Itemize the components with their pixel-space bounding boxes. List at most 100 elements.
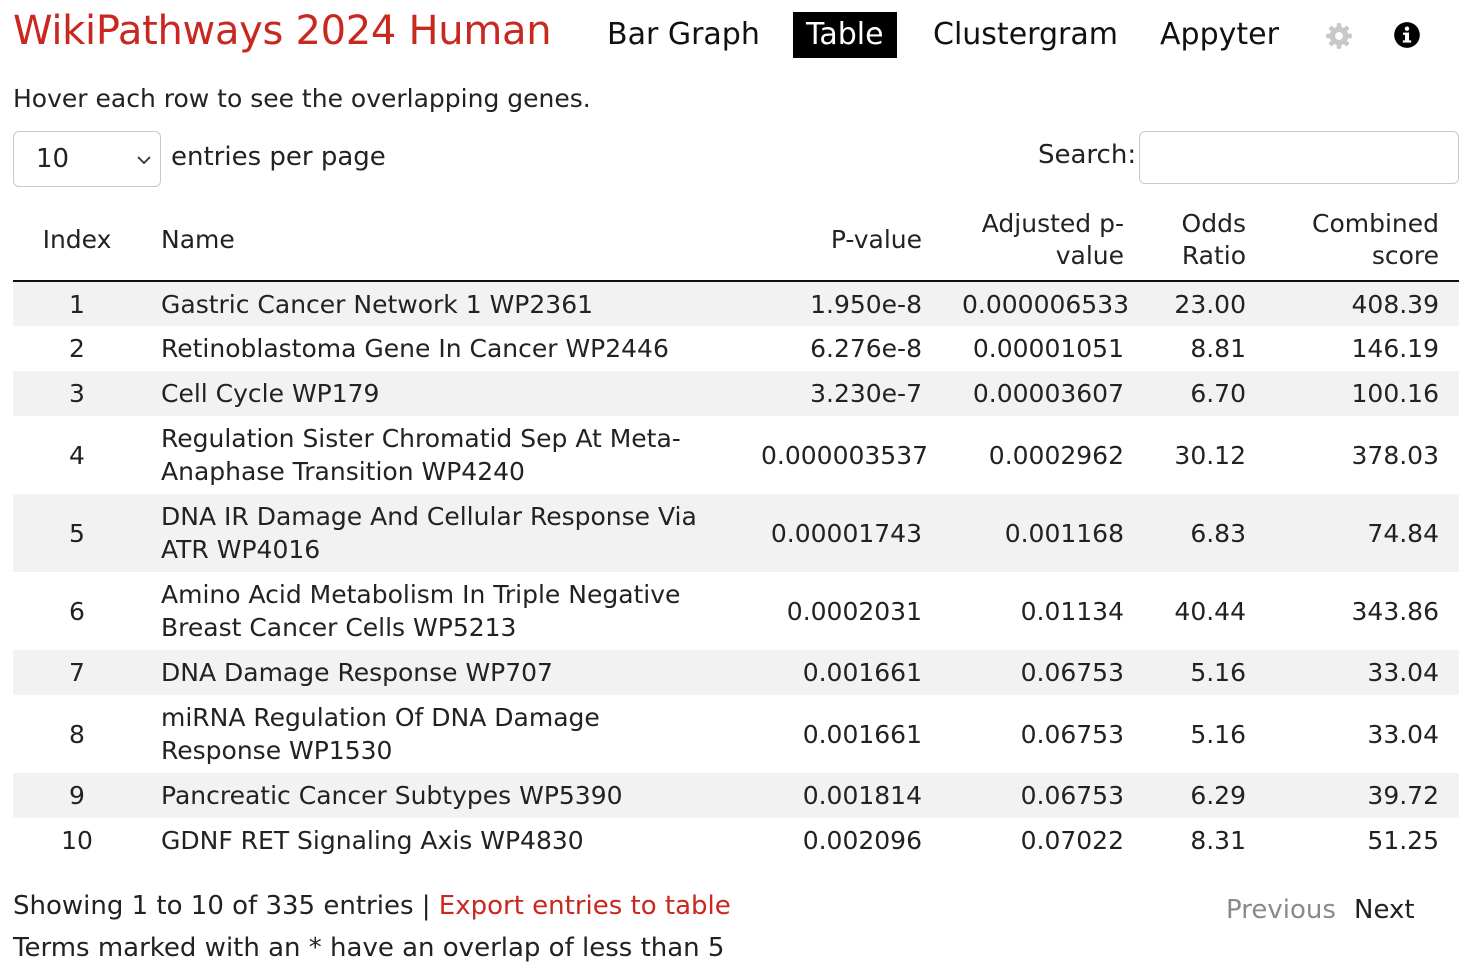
cell-p-value: 0.0002031 xyxy=(786,596,922,626)
table-body: 1 Gastric Cancer Network 1 WP2361 1.950e-8… xyxy=(13,281,1459,863)
results-table: Index Name P-value Adjusted p-value Odds… xyxy=(13,200,1459,863)
tab-table[interactable]: Table xyxy=(793,12,897,58)
cell-p-value: 1.950e-8 xyxy=(810,289,922,319)
overlap-note: Terms marked with an * have an overlap o… xyxy=(13,933,725,963)
pagination-next-button[interactable]: Next xyxy=(1354,895,1415,925)
cell-combined-score: 33.04 xyxy=(1367,719,1439,749)
cell-adjusted-p-value: 0.00003607 xyxy=(972,379,1124,408)
entries-per-page-label: entries per page xyxy=(171,142,386,172)
cell-combined-score: 33.04 xyxy=(1367,658,1439,687)
cell-p-value: 0.00001743 xyxy=(770,518,922,548)
column-header-p-value[interactable]: P-value xyxy=(741,200,942,282)
cell-name: Cell Cycle WP179 xyxy=(161,379,380,408)
cell-p-value: 0.002096 xyxy=(802,826,922,855)
cell-combined-score: 39.72 xyxy=(1367,781,1439,810)
cell-combined-score: 74.84 xyxy=(1367,518,1439,548)
cell-odds-ratio: 8.81 xyxy=(1190,334,1246,363)
cell-combined-score: 408.39 xyxy=(1351,289,1439,319)
entries-per-page-value: 10 xyxy=(36,144,70,174)
cell-name: Retinoblastoma Gene In Cancer WP2446 xyxy=(161,334,669,363)
cell-combined-score: 146.19 xyxy=(1351,334,1439,363)
table-row[interactable]: 7 DNA Damage Response WP707 0.001661 0.0675… xyxy=(13,650,1459,695)
cell-index: 8 xyxy=(69,719,85,749)
cell-index: 9 xyxy=(69,781,85,810)
cell-adjusted-p-value: 0.00001051 xyxy=(972,334,1124,363)
cell-index: 6 xyxy=(69,596,85,626)
cell-odds-ratio: 8.31 xyxy=(1190,826,1246,855)
cell-odds-ratio: 6.70 xyxy=(1190,379,1246,408)
cell-p-value: 0.001814 xyxy=(802,781,922,810)
tab-appyter[interactable]: Appyter xyxy=(1160,17,1279,52)
cell-name: GDNF RET Signaling Axis WP4830 xyxy=(161,826,584,855)
export-entries-link[interactable]: Export entries to table xyxy=(438,891,731,921)
chevron-down-icon xyxy=(137,156,151,165)
cell-name: miRNA Regulation Of DNA Damage Response … xyxy=(161,703,600,765)
info-icon[interactable] xyxy=(1393,21,1421,49)
table-header-row: Index Name P-value Adjusted p-value Odds… xyxy=(13,200,1459,282)
column-header-adjusted-p-value[interactable]: Adjusted p-value xyxy=(942,200,1144,282)
table-row[interactable]: 9 Pancreatic Cancer Subtypes WP5390 0.0018… xyxy=(13,773,1459,818)
cell-combined-score: 343.86 xyxy=(1351,596,1439,626)
cell-name: Regulation Sister Chromatid Sep At Meta-… xyxy=(161,424,681,486)
cell-name: Pancreatic Cancer Subtypes WP5390 xyxy=(161,781,623,810)
cell-index: 2 xyxy=(69,334,85,363)
column-header-odds-ratio[interactable]: Odds Ratio xyxy=(1144,200,1266,282)
cell-adjusted-p-value: 0.000006533 xyxy=(962,289,1130,319)
cell-p-value: 3.230e-7 xyxy=(810,379,922,408)
column-header-name[interactable]: Name xyxy=(141,200,741,282)
table-row[interactable]: 3 Cell Cycle WP179 3.230e-7 0.00003607 6.70 1… xyxy=(13,371,1459,416)
table-row[interactable]: 8 miRNA Regulation Of DNA Damage Response… xyxy=(13,695,1459,773)
search-input[interactable] xyxy=(1139,131,1459,184)
gear-icon[interactable] xyxy=(1325,22,1353,50)
search-label: Search: xyxy=(1038,140,1137,170)
cell-name: DNA Damage Response WP707 xyxy=(161,658,553,687)
cell-index: 1 xyxy=(69,289,85,319)
cell-odds-ratio: 6.29 xyxy=(1190,781,1246,810)
table-row[interactable]: 5 DNA IR Damage And Cellular Response Via… xyxy=(13,494,1459,572)
column-header-index[interactable]: Index xyxy=(13,200,141,282)
cell-adjusted-p-value: 0.01134 xyxy=(1020,596,1124,626)
hover-hint: Hover each row to see the overlapping ge… xyxy=(13,84,591,113)
table-row[interactable]: 4 Regulation Sister Chromatid Sep At Meta… xyxy=(13,416,1459,494)
cell-p-value: 0.000003537 xyxy=(761,440,929,470)
cell-adjusted-p-value: 0.06753 xyxy=(1020,781,1124,810)
column-header-combined-score[interactable]: Combined score xyxy=(1266,200,1459,282)
cell-adjusted-p-value: 0.07022 xyxy=(1020,826,1124,855)
cell-combined-score: 51.25 xyxy=(1367,826,1439,855)
cell-index: 3 xyxy=(69,379,85,408)
cell-index: 10 xyxy=(61,826,93,855)
cell-adjusted-p-value: 0.001168 xyxy=(1004,518,1124,548)
pagination-previous-button[interactable]: Previous xyxy=(1226,895,1336,925)
cell-p-value: 0.001661 xyxy=(802,658,922,687)
cell-odds-ratio: 23.00 xyxy=(1174,289,1246,319)
cell-odds-ratio: 30.12 xyxy=(1174,440,1246,470)
entries-count-text: Showing 1 to 10 of 335 entries xyxy=(13,891,414,921)
cell-adjusted-p-value: 0.06753 xyxy=(1020,719,1124,749)
info-separator: | xyxy=(413,891,439,921)
table-row[interactable]: 1 Gastric Cancer Network 1 WP2361 1.950e-8… xyxy=(13,281,1459,326)
entries-per-page-select[interactable]: 10 xyxy=(13,131,161,187)
table-row[interactable]: 2 Retinoblastoma Gene In Cancer WP2446 6.2… xyxy=(13,326,1459,371)
cell-index: 7 xyxy=(69,658,85,687)
cell-odds-ratio: 6.83 xyxy=(1190,518,1246,548)
cell-p-value: 0.001661 xyxy=(802,719,922,749)
cell-odds-ratio: 5.16 xyxy=(1190,719,1246,749)
cell-p-value: 6.276e-8 xyxy=(810,334,922,363)
cell-odds-ratio: 5.16 xyxy=(1190,658,1246,687)
cell-odds-ratio: 40.44 xyxy=(1174,596,1246,626)
table-row[interactable]: 6 Amino Acid Metabolism In Triple Negativ… xyxy=(13,572,1459,650)
cell-combined-score: 378.03 xyxy=(1351,440,1439,470)
tab-bar-graph[interactable]: Bar Graph xyxy=(607,17,760,52)
table-row[interactable]: 10 GDNF RET Signaling Axis WP4830 0.002096… xyxy=(13,818,1459,863)
cell-index: 5 xyxy=(69,518,85,548)
page-title: WikiPathways 2024 Human xyxy=(13,8,552,54)
cell-combined-score: 100.16 xyxy=(1351,379,1439,408)
table-info: Showing 1 to 10 of 335 entries | Export … xyxy=(13,891,731,921)
cell-adjusted-p-value: 0.0002962 xyxy=(988,440,1124,470)
tab-clustergram[interactable]: Clustergram xyxy=(933,17,1118,52)
cell-adjusted-p-value: 0.06753 xyxy=(1020,658,1124,687)
cell-name: DNA IR Damage And Cellular Response Via … xyxy=(161,502,697,564)
cell-index: 4 xyxy=(69,440,85,470)
cell-name: Gastric Cancer Network 1 WP2361 xyxy=(161,289,594,319)
cell-name: Amino Acid Metabolism In Triple Negative… xyxy=(161,580,681,642)
